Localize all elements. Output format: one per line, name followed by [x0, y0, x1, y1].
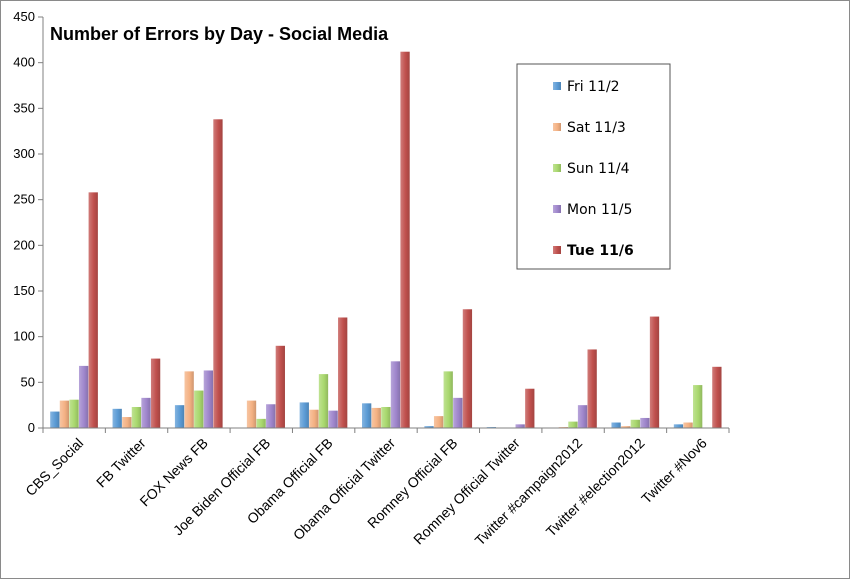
- bar: [611, 422, 621, 428]
- legend-label: Mon 11/5: [567, 202, 632, 218]
- y-tick-label: 200: [13, 237, 35, 252]
- bar: [78, 365, 89, 428]
- bar: [309, 409, 319, 428]
- bar: [256, 418, 266, 428]
- bar: [246, 400, 257, 428]
- x-category-label: CBS_Social: [22, 435, 86, 499]
- y-tick-label: 300: [13, 146, 35, 161]
- y-tick-label: 100: [13, 329, 35, 344]
- bar: [621, 426, 631, 428]
- legend: Fri 11/2 Sat 11/3 Sun 11/4 Mon 11/5 Tue 11/6: [516, 63, 671, 270]
- bar: [275, 345, 285, 428]
- legend-swatch: [553, 205, 561, 213]
- y-tick-label: 350: [13, 100, 35, 115]
- legend-label: Fri 11/2: [567, 79, 620, 95]
- bar: [443, 371, 453, 428]
- x-category-label: Romney Official Twitter: [410, 435, 523, 548]
- bar: [194, 390, 204, 428]
- y-tick-label: 250: [13, 192, 35, 207]
- bar: [184, 371, 194, 428]
- bar: [174, 405, 185, 428]
- bar: [640, 417, 650, 428]
- bar: [712, 366, 722, 428]
- bar: [525, 388, 535, 428]
- chart-title: Number of Errors by Day - Social Media: [50, 24, 389, 44]
- bars: [50, 51, 722, 428]
- bar: [50, 411, 60, 428]
- bar: [266, 404, 276, 428]
- bar: [400, 51, 410, 428]
- y-tick-label: 400: [13, 55, 35, 70]
- bar: [328, 410, 338, 428]
- legend-swatch: [553, 246, 561, 254]
- x-category-label: FB Twitter: [93, 435, 149, 491]
- bar: [568, 421, 578, 428]
- bar: [362, 403, 372, 428]
- y-tick-label: 450: [13, 9, 35, 24]
- x-category-label: Obama Official Twitter: [290, 435, 399, 544]
- bar: [630, 419, 640, 428]
- legend-box: [516, 63, 671, 270]
- bar: [462, 309, 473, 428]
- legend-swatch: [553, 123, 561, 131]
- bar: [433, 416, 444, 428]
- bar: [141, 397, 151, 428]
- bar: [371, 407, 381, 428]
- y-tick-label: 50: [21, 374, 35, 389]
- bar: [122, 417, 132, 428]
- bar: [587, 349, 597, 428]
- bar: [683, 422, 693, 428]
- bar: [390, 361, 401, 428]
- legend-label: Sat 11/3: [567, 120, 626, 136]
- bar: [59, 400, 70, 428]
- bar: [150, 358, 161, 428]
- bar: [318, 374, 329, 428]
- y-tick-label: 150: [13, 283, 35, 298]
- legend-label: Sun 11/4: [567, 161, 630, 177]
- bar: [424, 426, 434, 428]
- x-category-label: Twitter #Nov6: [638, 435, 710, 507]
- bar: [515, 424, 525, 428]
- bar: [69, 399, 79, 428]
- bar: [693, 385, 703, 428]
- bar: [381, 406, 391, 428]
- bar: [88, 192, 98, 428]
- bar: [299, 402, 309, 428]
- y-axis: 0 50 100 150 200 250 300 350 400 450: [13, 9, 44, 435]
- legend-swatch: [553, 164, 561, 172]
- bar: [453, 397, 463, 428]
- bar: [112, 408, 122, 428]
- bar: [338, 317, 348, 428]
- bar: [131, 406, 142, 428]
- y-tick-label: 0: [28, 420, 35, 435]
- x-category-label: Twitter #campaign2012: [472, 435, 586, 549]
- bar: [203, 370, 214, 428]
- legend-swatch: [553, 82, 561, 90]
- bar: [673, 424, 684, 428]
- bar: [649, 316, 660, 428]
- bar: [213, 119, 223, 428]
- legend-label: Tue 11/6: [567, 243, 634, 259]
- bar: [577, 405, 588, 428]
